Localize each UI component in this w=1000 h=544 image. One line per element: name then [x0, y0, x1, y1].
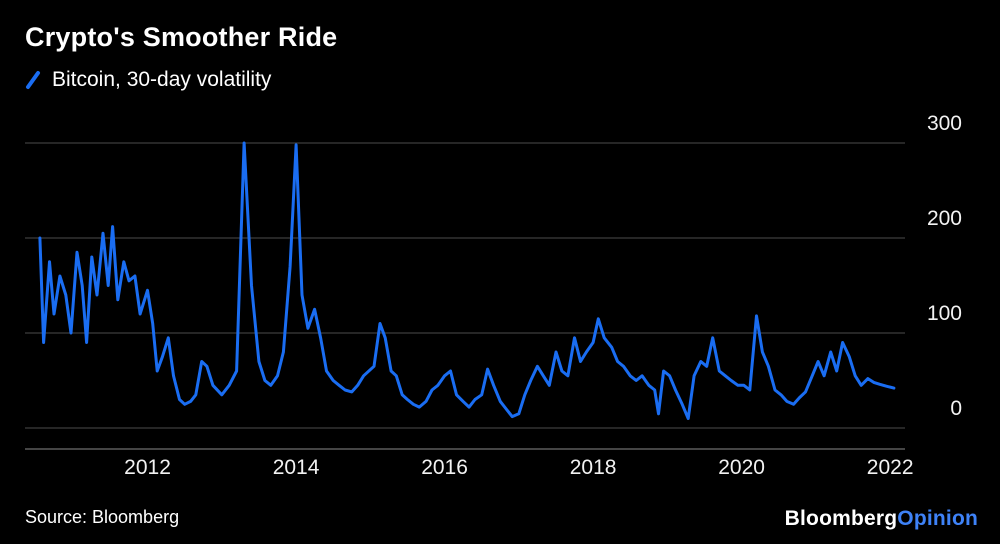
chart-header: Crypto's Smoother Ride Bitcoin, 30-day v… — [25, 22, 337, 92]
logo-bloomberg-text: Bloomberg — [784, 507, 898, 530]
x-axis-label-2020: 2020 — [718, 456, 765, 479]
x-axis-label-2018: 2018 — [569, 456, 617, 479]
legend-label: Bitcoin, 30-day volatility — [52, 68, 272, 91]
y-axis-label-100: 100 — [926, 302, 962, 325]
x-axis-label-2022: 2022 — [866, 456, 914, 479]
y-axis-label-0: 0 — [950, 397, 962, 420]
x-axis-label-2012: 2012 — [124, 456, 171, 479]
y-axis-label-300: 300 — [926, 112, 962, 135]
legend: Bitcoin, 30-day volatility — [25, 68, 337, 92]
source-caption: Source: Bloomberg — [25, 507, 180, 527]
x-axis-label-2014: 2014 — [272, 456, 320, 479]
x-axis-label-2016: 2016 — [421, 456, 468, 479]
chart-title: Crypto's Smoother Ride — [25, 22, 338, 52]
bloomberg-opinion-logo: BloombergOpinion — [785, 507, 978, 531]
y-axis-label-200: 200 — [926, 207, 962, 230]
bitcoin-volatility-line — [38, 141, 896, 420]
logo-opinion-text: Opinion — [897, 507, 978, 530]
legend-slash-icon — [26, 71, 40, 89]
